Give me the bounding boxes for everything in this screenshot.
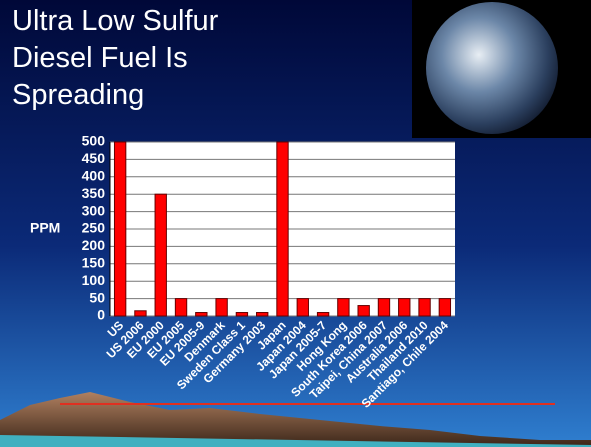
bar — [297, 299, 308, 316]
y-tick-label: 300 — [82, 202, 106, 218]
bar — [378, 299, 389, 316]
bar — [236, 313, 247, 316]
bar — [257, 313, 268, 316]
bar — [216, 299, 227, 316]
y-tick-label: 350 — [82, 185, 106, 201]
y-tick-label: 100 — [82, 272, 106, 288]
bar — [399, 299, 410, 316]
y-tick-label: 450 — [82, 150, 106, 166]
bar — [155, 194, 166, 316]
y-axis-label: PPM — [30, 220, 60, 236]
bar — [439, 299, 450, 316]
bar — [114, 142, 125, 316]
y-tick-label: 250 — [82, 220, 106, 236]
slide-title: Diesel Fuel Is — [12, 42, 188, 74]
y-tick-label: 50 — [89, 289, 105, 305]
bar — [358, 306, 369, 316]
y-tick-label: 150 — [82, 255, 106, 271]
slide-title: Ultra Low Sulfur — [12, 5, 219, 37]
bar — [135, 311, 146, 316]
slide-title: Spreading — [12, 79, 144, 111]
bar — [338, 299, 349, 316]
bar — [317, 313, 328, 316]
bar — [175, 299, 186, 316]
earth-image — [426, 2, 558, 134]
y-tick-label: 0 — [97, 307, 105, 323]
slide: PPM Ultra Low Sulfur Diesel Fuel Is Sprea… — [0, 0, 591, 447]
bar — [277, 142, 288, 316]
y-tick-label: 200 — [82, 237, 106, 253]
bar — [419, 299, 430, 316]
y-tick-label: 500 — [82, 133, 106, 149]
y-tick-label: 400 — [82, 168, 106, 184]
bar — [196, 313, 207, 316]
